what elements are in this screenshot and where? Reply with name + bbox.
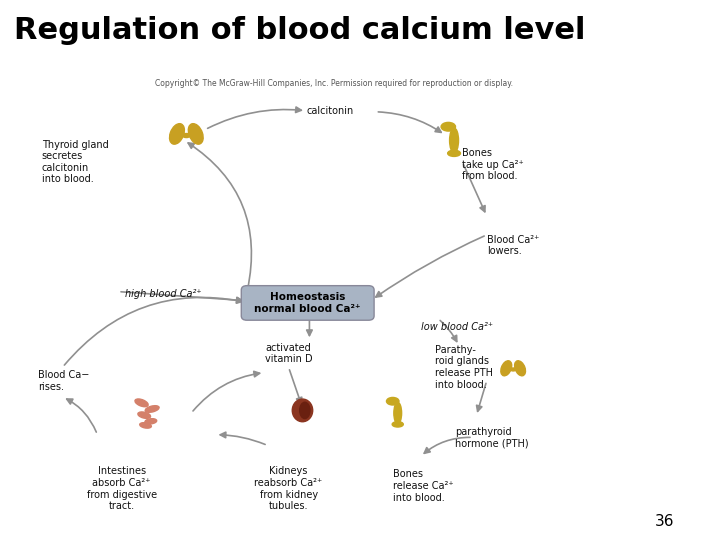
Text: Blood Ca−
rises.: Blood Ca− rises. — [38, 370, 89, 392]
Ellipse shape — [448, 150, 461, 157]
Ellipse shape — [140, 423, 151, 428]
Text: 36: 36 — [655, 514, 675, 529]
Ellipse shape — [392, 422, 403, 427]
Text: high blood Ca²⁺: high blood Ca²⁺ — [125, 289, 202, 299]
Ellipse shape — [183, 133, 190, 138]
Ellipse shape — [189, 124, 203, 144]
Text: Bones
take up Ca²⁺
from blood.: Bones take up Ca²⁺ from blood. — [462, 148, 524, 181]
Ellipse shape — [138, 412, 150, 418]
Ellipse shape — [300, 402, 310, 418]
Text: parathyroid
hormone (PTH): parathyroid hormone (PTH) — [456, 427, 529, 448]
Text: Regulation of blood calcium level: Regulation of blood calcium level — [14, 16, 585, 45]
Ellipse shape — [169, 124, 184, 144]
Ellipse shape — [292, 399, 312, 422]
Ellipse shape — [387, 397, 399, 405]
Ellipse shape — [515, 361, 526, 376]
Text: Parathy-
roid glands
release PTH
into blood.: Parathy- roid glands release PTH into bl… — [435, 345, 492, 389]
Text: Intestines
absorb Ca²⁺
from digestive
tract.: Intestines absorb Ca²⁺ from digestive tr… — [86, 467, 157, 511]
Text: Blood Ca²⁺
lowers.: Blood Ca²⁺ lowers. — [487, 235, 539, 256]
Text: Thyroid gland
secretes
calcitonin
into blood.: Thyroid gland secretes calcitonin into b… — [42, 140, 109, 184]
Ellipse shape — [394, 402, 402, 424]
Ellipse shape — [449, 128, 459, 153]
Text: low blood Ca²⁺: low blood Ca²⁺ — [420, 322, 492, 332]
Ellipse shape — [145, 418, 157, 424]
Text: Homeostasis
normal blood Ca²⁺: Homeostasis normal blood Ca²⁺ — [254, 292, 361, 314]
Text: Kidneys
reabsorb Ca²⁺
from kidney
tubules.: Kidneys reabsorb Ca²⁺ from kidney tubule… — [254, 467, 323, 511]
FancyBboxPatch shape — [241, 286, 374, 320]
Text: Bones
release Ca²⁺
into blood.: Bones release Ca²⁺ into blood. — [393, 469, 454, 503]
Text: calcitonin: calcitonin — [307, 106, 354, 116]
Text: Copyright© The McGraw-Hill Companies, Inc. Permission required for reproduction : Copyright© The McGraw-Hill Companies, In… — [155, 79, 513, 88]
Ellipse shape — [510, 368, 516, 371]
Ellipse shape — [501, 361, 512, 376]
Ellipse shape — [441, 123, 456, 131]
Ellipse shape — [135, 399, 148, 407]
Ellipse shape — [145, 406, 159, 413]
Text: activated
vitamin D: activated vitamin D — [265, 343, 312, 364]
